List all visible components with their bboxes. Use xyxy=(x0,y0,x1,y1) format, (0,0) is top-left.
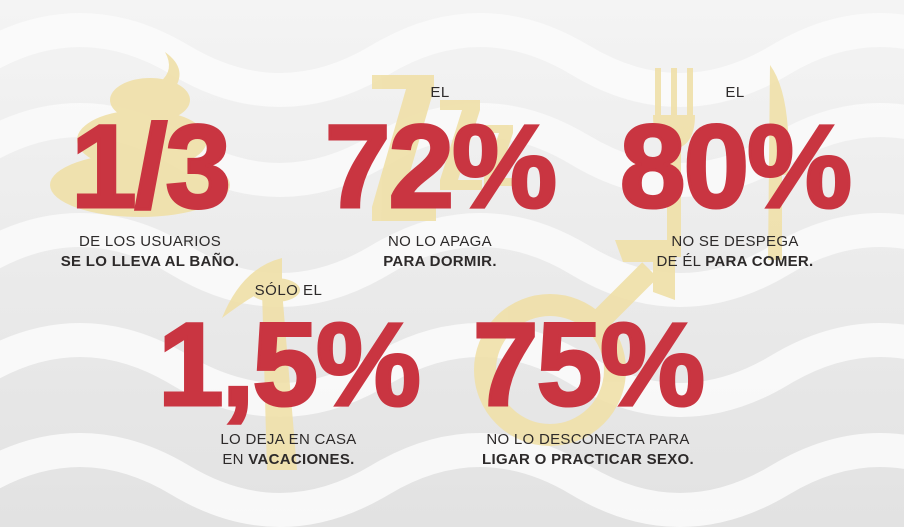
stat-eating: EL 80% NO SE DESPEGA DE ÉL PARA COMER. xyxy=(600,84,870,272)
stat-caption-line1: NO SE DESPEGA xyxy=(671,233,799,250)
stat-value: 80% xyxy=(618,101,853,234)
stat-caption-line2: SE LO LLEVA AL BAÑO. xyxy=(60,253,240,270)
fork-knife-icon xyxy=(653,65,789,260)
caption-normal: EN xyxy=(222,451,249,468)
stat-prefix xyxy=(40,84,260,102)
stat-caption-line1: NO LO APAGA xyxy=(388,233,492,250)
stat-value: 75% xyxy=(471,299,706,432)
stat-caption-line1: DE LOS USUARIOS xyxy=(78,233,222,250)
caption-bold: VACACIONES. xyxy=(248,451,355,468)
stat-prefix xyxy=(462,282,714,300)
stat-sleep: EL 72% NO LO APAGA PARA DORMIR. xyxy=(315,84,565,272)
stat-caption-line1: NO LO DESCONECTA PARA xyxy=(486,431,690,448)
palm-tree-icon xyxy=(222,258,300,470)
stat-bathroom: 1/3 DE LOS USUARIOS SE LO LLEVA AL BAÑO. xyxy=(40,84,260,272)
stat-prefix: SÓLO EL xyxy=(254,282,323,299)
stat-caption-line2: DE ÉL PARA COMER. xyxy=(600,252,870,272)
stat-value: 72% xyxy=(323,101,558,234)
stat-caption-line2: EN VACACIONES. xyxy=(146,450,431,470)
stat-caption-line1: LO DEJA EN CASA xyxy=(220,431,357,448)
stat-prefix: EL xyxy=(725,84,745,101)
caption-normal: DE ÉL xyxy=(656,253,706,270)
stat-caption-line2: PARA DORMIR. xyxy=(383,253,497,270)
sleep-zzz-icon xyxy=(372,75,514,221)
poop-icon xyxy=(50,52,230,217)
stat-dating: 75% NO LO DESCONECTA PARA LIGAR O PRACTI… xyxy=(462,282,714,470)
male-symbol-icon xyxy=(474,240,675,446)
stat-caption-line2: LIGAR O PRACTICAR SEXO. xyxy=(482,451,694,468)
stat-value: 1/3 xyxy=(69,101,232,234)
stat-prefix: EL xyxy=(430,84,450,101)
stat-value: 1,5% xyxy=(157,299,423,432)
caption-bold: PARA COMER. xyxy=(705,253,814,270)
stat-vacation: SÓLO EL 1,5% LO DEJA EN CASA EN VACACION… xyxy=(146,282,431,470)
